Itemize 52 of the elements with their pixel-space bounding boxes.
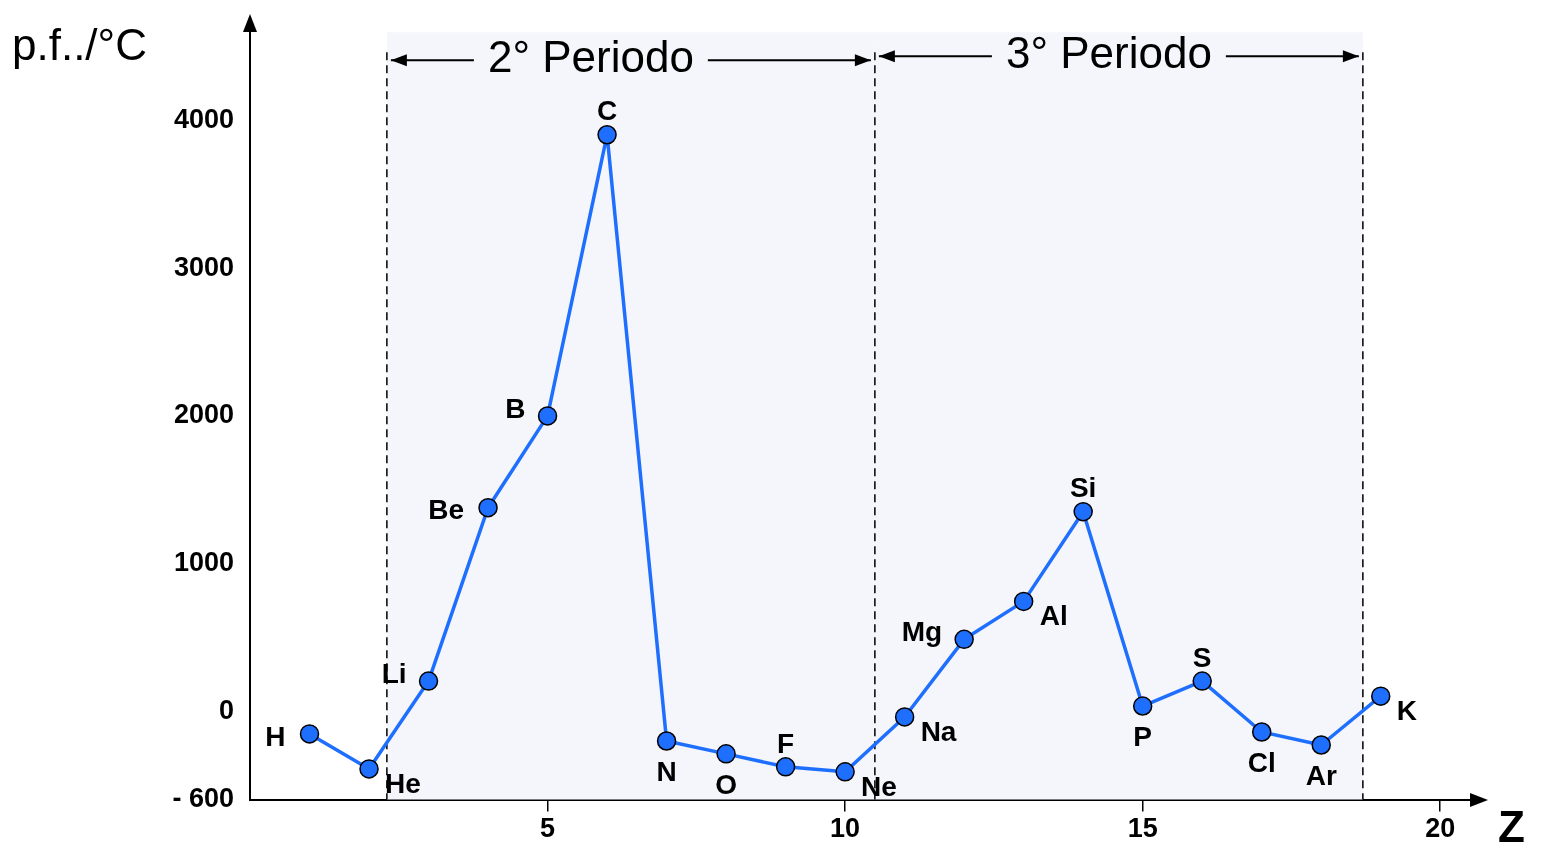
annotation: P — [1133, 720, 1153, 752]
annotation: Na — [920, 715, 957, 747]
y-tick-label: 2000 — [173, 399, 234, 430]
y-axis-title: p.f../°C — [12, 20, 147, 70]
point — [1132, 696, 1153, 716]
annotation: O — [715, 768, 737, 800]
point — [1192, 671, 1212, 691]
point — [1013, 591, 1034, 612]
annotation: K — [1396, 694, 1417, 726]
band-label: 3° Periodo — [1005, 28, 1212, 78]
y-tick-label: - 600 — [172, 783, 234, 814]
point — [775, 757, 796, 777]
annotation: He — [385, 767, 421, 799]
point — [954, 629, 974, 650]
point — [537, 406, 558, 426]
annotation: Ar — [1305, 759, 1337, 791]
point — [299, 724, 320, 744]
x-tick-label: 5 — [540, 813, 556, 844]
annotation: F — [777, 727, 795, 759]
band-label: 2° Periodo — [487, 32, 694, 82]
annotation: Be — [428, 494, 465, 526]
point — [359, 759, 379, 779]
point — [656, 731, 677, 751]
annotation: Al — [1039, 600, 1068, 632]
point — [418, 671, 439, 691]
annotation: H — [265, 720, 286, 752]
annotation: Li — [381, 657, 407, 689]
point — [597, 125, 617, 145]
x-tick-label: 15 — [1127, 813, 1158, 844]
x-tick-label: 20 — [1425, 813, 1456, 844]
annotation: S — [1192, 641, 1212, 673]
annotation: Ne — [861, 770, 897, 802]
point — [894, 707, 915, 727]
point — [1311, 735, 1331, 755]
annotation: Cl — [1247, 746, 1276, 778]
y-tick-label: 1000 — [173, 546, 234, 577]
annotation: C — [596, 95, 618, 127]
point — [1251, 722, 1272, 742]
point — [1370, 686, 1391, 706]
y-tick-label: 3000 — [173, 251, 234, 282]
x-axis-title: Z — [1498, 801, 1525, 851]
point — [478, 497, 498, 518]
point — [1073, 501, 1093, 522]
x-tick-label: 10 — [830, 813, 861, 844]
point — [716, 744, 736, 764]
annotation: N — [656, 755, 677, 787]
point — [835, 762, 855, 782]
annotation: B — [505, 392, 526, 424]
annotation: Si — [1069, 472, 1097, 504]
y-tick-label: 4000 — [173, 104, 234, 135]
y-tick-label: 0 — [218, 694, 234, 725]
annotation: Mg — [901, 616, 943, 648]
